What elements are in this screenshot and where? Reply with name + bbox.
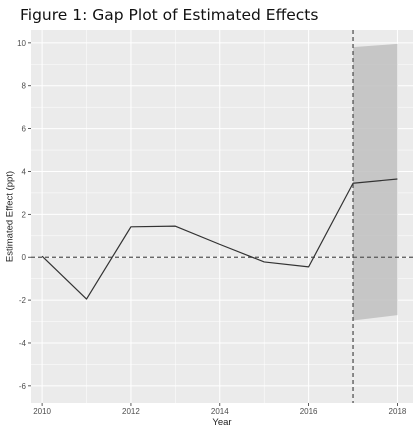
y-tick-label: 6: [22, 125, 27, 134]
y-tick-label: 0: [22, 253, 27, 262]
plot-panel: [31, 30, 413, 403]
confidence-band-layer: [353, 43, 398, 321]
x-tick-label: 2018: [389, 407, 407, 416]
y-tick-label: 4: [22, 167, 27, 176]
y-axis-title: Estimated Effect (ppt): [5, 171, 16, 262]
x-tick-label: 2012: [122, 407, 140, 416]
y-tick-label: -2: [19, 296, 27, 305]
x-tick-label: 2010: [33, 407, 51, 416]
x-axis-title: Year: [212, 417, 231, 428]
y-tick-label: -6: [19, 382, 27, 391]
x-axis: 2010 2012 2014 2016 2018: [33, 403, 407, 416]
y-axis: -6 -4 -2 0 2 4 6 8 10: [17, 39, 31, 391]
series-layer: [41, 178, 398, 300]
x-tick-label: 2014: [211, 407, 229, 416]
confidence-band: [353, 43, 398, 321]
y-tick-label: -4: [19, 339, 27, 348]
reference-lines: [31, 30, 413, 403]
y-tick-label: 8: [22, 82, 27, 91]
estimated-effect-line: [41, 178, 398, 300]
y-tick-label: 10: [17, 39, 26, 48]
figure-title: Figure 1: Gap Plot of Estimated Effects: [20, 6, 319, 24]
x-tick-label: 2016: [300, 407, 318, 416]
y-tick-label: 2: [22, 210, 27, 219]
